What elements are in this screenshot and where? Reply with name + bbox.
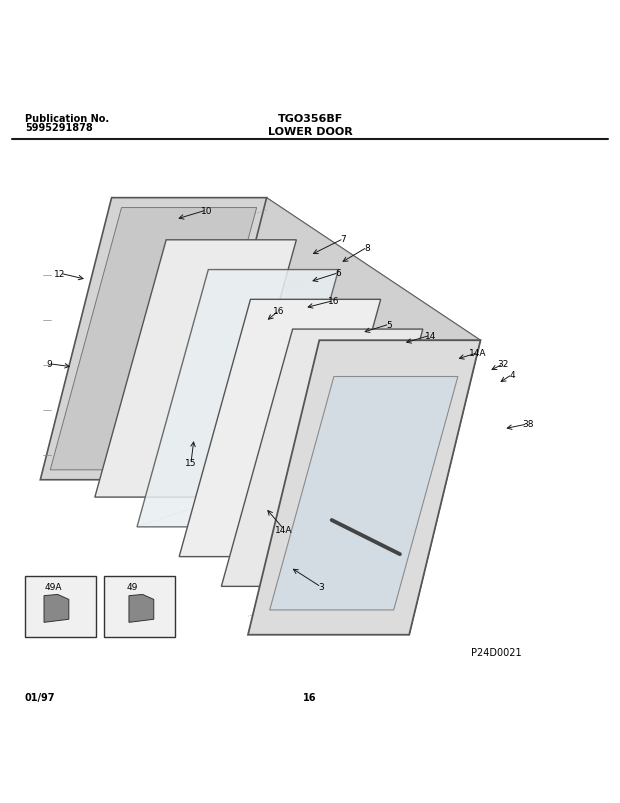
Polygon shape <box>50 208 257 471</box>
Text: P24D0021: P24D0021 <box>471 647 522 658</box>
Polygon shape <box>248 340 480 635</box>
Text: 4: 4 <box>509 370 515 379</box>
Text: eReplacementParts.com: eReplacementParts.com <box>234 392 386 405</box>
Text: 5995291878: 5995291878 <box>25 123 92 132</box>
Text: 16: 16 <box>303 692 317 703</box>
Polygon shape <box>44 595 69 622</box>
Polygon shape <box>95 241 296 498</box>
Text: 49A: 49A <box>45 583 62 592</box>
Text: LOWER DOOR: LOWER DOOR <box>268 127 352 137</box>
Text: 10: 10 <box>201 206 212 215</box>
Text: 8: 8 <box>364 243 370 252</box>
Text: 16: 16 <box>273 307 285 316</box>
Polygon shape <box>221 330 423 587</box>
Text: 38: 38 <box>522 420 533 429</box>
Text: 12: 12 <box>55 270 66 279</box>
Text: 14A: 14A <box>275 525 293 534</box>
Text: 14: 14 <box>425 332 436 340</box>
Text: 16: 16 <box>328 296 339 306</box>
Text: 9: 9 <box>46 360 53 369</box>
Polygon shape <box>129 595 154 622</box>
Text: 5: 5 <box>386 320 392 329</box>
Bar <box>25 577 97 638</box>
Text: TGO356BF: TGO356BF <box>277 113 343 124</box>
Text: 49: 49 <box>126 583 138 592</box>
Bar <box>104 577 175 638</box>
Polygon shape <box>195 198 480 635</box>
Text: 3: 3 <box>318 583 324 592</box>
Polygon shape <box>112 198 480 340</box>
Text: 14A: 14A <box>469 349 487 357</box>
Polygon shape <box>137 271 339 528</box>
Text: 32: 32 <box>498 360 509 369</box>
Text: 6: 6 <box>335 269 342 278</box>
Polygon shape <box>179 300 381 557</box>
Text: 01/97: 01/97 <box>25 692 55 703</box>
Polygon shape <box>40 198 267 480</box>
Text: Publication No.: Publication No. <box>25 113 109 124</box>
Polygon shape <box>270 377 458 610</box>
Text: 7: 7 <box>340 234 347 244</box>
Text: 15: 15 <box>185 459 197 468</box>
